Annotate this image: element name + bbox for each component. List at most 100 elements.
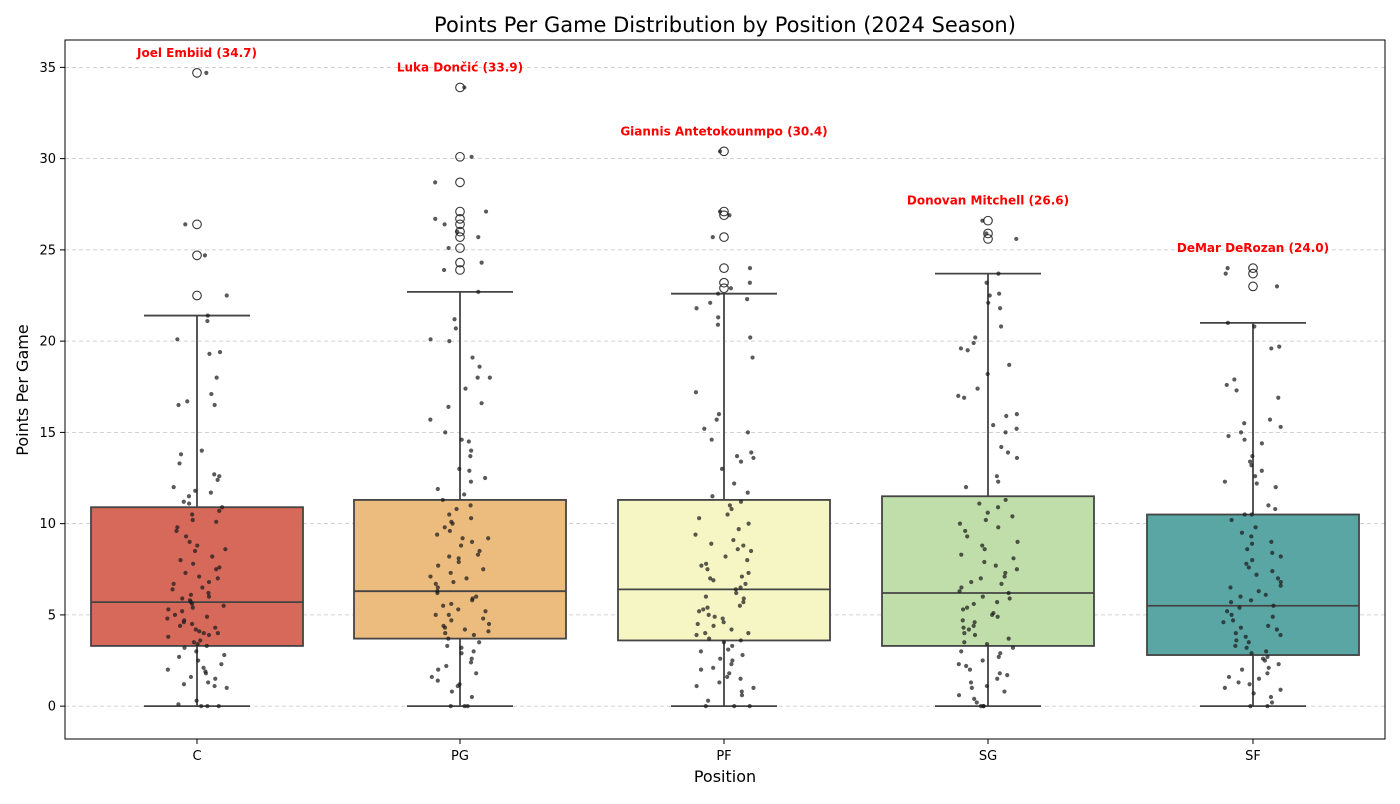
data-point-241 (741, 543, 746, 548)
data-point-253 (743, 581, 748, 586)
data-point-331 (985, 510, 990, 515)
box-c (90, 68, 304, 708)
data-point-95 (194, 698, 199, 703)
data-point-38 (210, 554, 215, 559)
data-point-240 (709, 541, 714, 546)
data-point-153 (456, 559, 461, 565)
data-point-53 (180, 596, 185, 601)
data-point-280 (740, 652, 745, 658)
data-point-342 (1011, 556, 1016, 561)
data-point-413 (1247, 459, 1253, 464)
data-point-379 (964, 663, 969, 669)
data-point-398 (1252, 324, 1257, 329)
data-point-235 (697, 516, 702, 521)
data-point-51 (188, 592, 194, 597)
data-point-315 (956, 393, 961, 398)
data-point-160 (433, 581, 438, 586)
outlier-c-1 (192, 250, 202, 261)
data-point-405 (1267, 417, 1273, 422)
data-point-14 (199, 448, 204, 453)
data-point-63 (165, 616, 170, 621)
outlier-c-2 (192, 219, 202, 230)
y-axis-ticks: 0 5 10 15 20 25 30 35 (39, 61, 65, 715)
data-point-242 (735, 547, 740, 552)
data-point-292 (739, 689, 744, 694)
data-point-383 (995, 676, 1000, 681)
data-point-271 (746, 631, 751, 636)
data-point-243 (748, 548, 754, 554)
data-point-363 (960, 618, 965, 623)
data-point-318 (1004, 413, 1009, 419)
outlier-pg-6 (455, 214, 465, 224)
data-point-334 (957, 521, 963, 526)
data-point-436 (1270, 568, 1275, 574)
data-point-13 (176, 402, 181, 408)
data-point-415 (1259, 468, 1264, 473)
outlier-pg-2 (455, 243, 465, 253)
data-point-239 (731, 537, 736, 543)
data-point-403 (1234, 388, 1239, 393)
data-point-49 (170, 587, 175, 592)
annotation-c: Joel Embiid (34.7) (136, 46, 257, 60)
outlier-sf-0 (1248, 281, 1258, 292)
data-point-395 (1223, 271, 1228, 276)
data-point-474 (1256, 676, 1262, 681)
data-point-224 (734, 454, 740, 459)
data-point-33 (183, 534, 189, 539)
data-point-314 (975, 386, 980, 391)
data-point-198 (469, 694, 475, 700)
data-point-134 (462, 492, 467, 497)
data-point-480 (1268, 694, 1274, 700)
outlier-c-0 (192, 290, 202, 301)
data-point-251 (708, 576, 713, 581)
data-point-217 (693, 390, 699, 395)
data-point-323 (1005, 450, 1011, 455)
data-point-31 (175, 525, 180, 530)
data-point-96 (176, 702, 181, 707)
data-point-454 (1266, 623, 1271, 628)
data-point-343 (982, 559, 987, 565)
data-point-97 (199, 704, 204, 709)
data-point-432 (1278, 554, 1283, 559)
data-point-428 (1269, 539, 1274, 544)
data-point-408 (1238, 430, 1244, 435)
data-point-192 (474, 671, 479, 676)
data-point-150 (475, 552, 481, 557)
data-point-200 (462, 704, 467, 709)
data-point-422 (1242, 512, 1247, 517)
data-point-341 (959, 552, 964, 557)
data-point-17 (212, 472, 217, 477)
data-point-23 (186, 494, 192, 499)
data-point-479 (1251, 691, 1256, 696)
x-tick-label-sf: SF (1245, 749, 1261, 764)
data-point-79 (182, 645, 187, 650)
data-point-206 (747, 266, 753, 271)
data-point-483 (1265, 704, 1270, 709)
data-point-69 (193, 627, 198, 632)
data-point-388 (956, 693, 962, 698)
data-point-255 (733, 587, 738, 592)
data-point-476 (1247, 682, 1252, 687)
data-point-226 (738, 459, 744, 464)
data-point-3 (224, 293, 229, 298)
outlier-pf-3 (719, 232, 729, 242)
data-point-47 (171, 581, 176, 586)
data-point-438 (1275, 576, 1281, 581)
data-point-264 (706, 612, 711, 617)
data-point-247 (699, 563, 704, 568)
data-point-368 (962, 631, 967, 636)
y-tick-label-25: 25 (39, 243, 56, 258)
box-layer (90, 68, 1360, 708)
data-point-191 (436, 667, 441, 672)
x-tick-label-pf: PF (716, 749, 731, 764)
data-point-299 (984, 231, 989, 236)
data-point-10 (209, 391, 214, 397)
data-point-157 (428, 574, 433, 579)
data-point-106 (455, 229, 460, 234)
data-point-219 (714, 417, 719, 422)
data-point-306 (997, 306, 1003, 311)
iqr-box-c (90, 506, 304, 647)
data-point-89 (188, 674, 194, 680)
data-point-250 (739, 574, 745, 579)
